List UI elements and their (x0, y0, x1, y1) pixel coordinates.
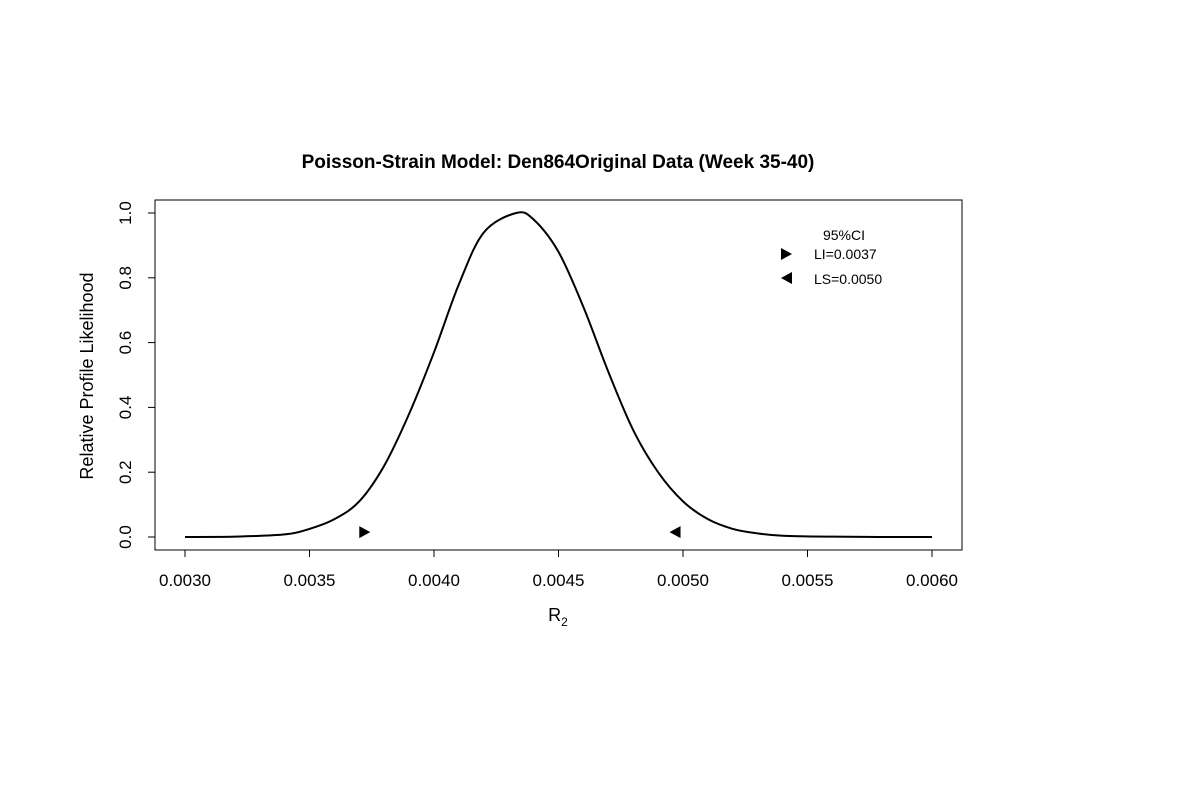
marker-layer (359, 526, 681, 539)
legend: 95%CI LI=0.0037 LS=0.0050 (781, 227, 882, 287)
y-axis: 0.0 0.2 0.4 0.6 0.8 1.0 (116, 201, 156, 549)
legend-entry-li: LI=0.0037 (814, 246, 877, 262)
y-axis-label: Relative Profile Likelihood (77, 272, 97, 479)
ci-marker-right (359, 526, 371, 539)
x-tick-label: 0.0060 (906, 571, 958, 590)
x-axis: 0.0030 0.0035 0.0040 0.0045 0.0050 0.0055 0.00… (159, 549, 958, 590)
ci-marker-left (669, 526, 681, 539)
x-tick-label: 0.0045 (533, 571, 585, 590)
legend-title: 95%CI (823, 227, 865, 243)
chart-title: Poisson-Strain Model: Den864Original Dat… (302, 152, 815, 173)
x-tick-label: 0.0035 (284, 571, 336, 590)
series-layer (184, 211, 933, 539)
y-tick-label: 0.2 (116, 460, 135, 484)
x-tick-label: 0.0030 (159, 571, 211, 590)
x-tick-label: 0.0050 (657, 571, 709, 590)
legend-entry-ls: LS=0.0050 (814, 271, 882, 287)
x-tick-label: 0.0040 (408, 571, 460, 590)
y-tick-label: 0.4 (116, 396, 135, 420)
y-tick-label: 0.8 (116, 266, 135, 290)
likelihood-curve (184, 211, 933, 539)
x-axis-label-main: R (548, 605, 561, 625)
x-axis-label-subscript: 2 (561, 615, 568, 629)
x-axis-label: R2 (548, 605, 568, 629)
legend-marker-right-triangle (781, 248, 792, 260)
y-tick-label: 1.0 (116, 201, 135, 225)
y-tick-label: 0.6 (116, 331, 135, 355)
x-tick-label: 0.0055 (782, 571, 834, 590)
y-tick-label: 0.0 (116, 525, 135, 549)
legend-marker-left-triangle (781, 272, 792, 284)
